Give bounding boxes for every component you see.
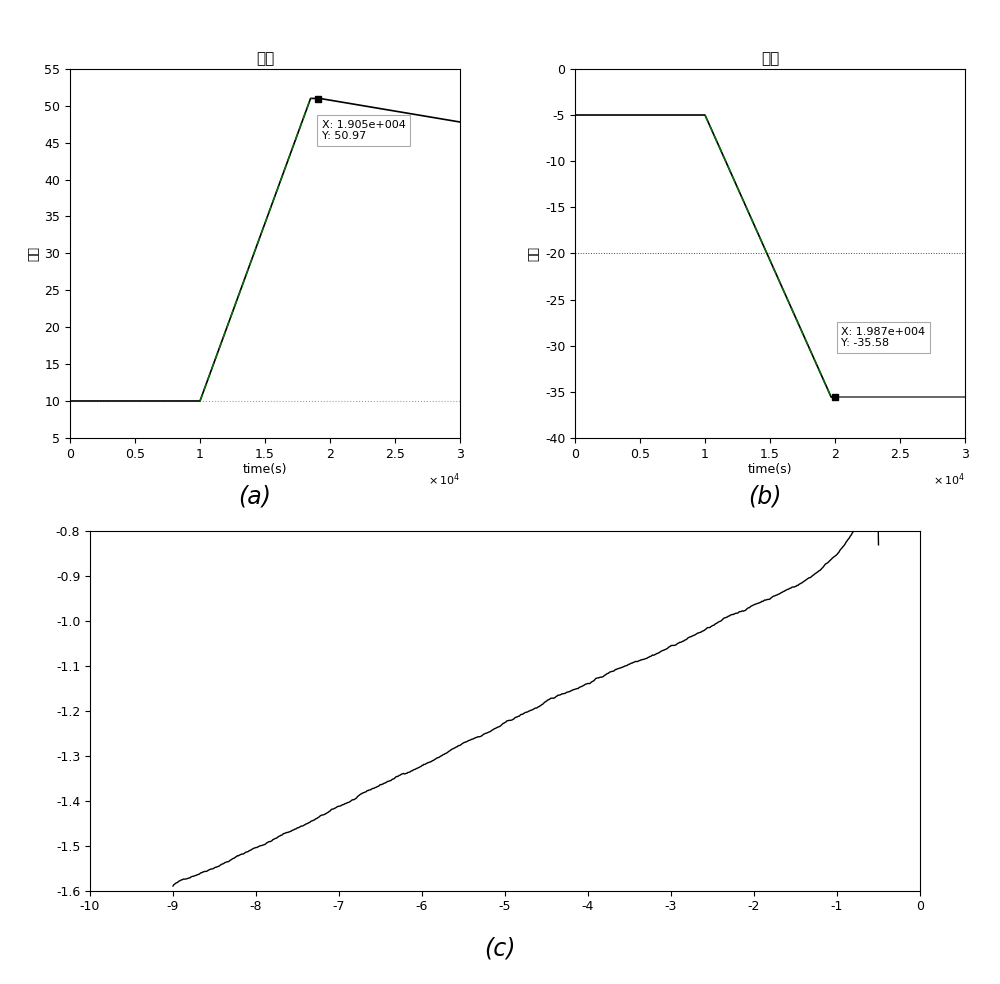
Text: (c): (c) bbox=[484, 937, 516, 960]
Text: (b): (b) bbox=[748, 484, 782, 508]
Title: 方位: 方位 bbox=[256, 51, 274, 66]
X-axis label: time(s): time(s) bbox=[243, 463, 287, 476]
Title: 俧仰: 俧仰 bbox=[761, 51, 779, 66]
Text: (a): (a) bbox=[239, 484, 272, 508]
X-axis label: time(s): time(s) bbox=[748, 463, 792, 476]
Text: $\times\,10^{4}$: $\times\,10^{4}$ bbox=[933, 471, 965, 488]
Text: X: 1.905e+004
Y: 50.97: X: 1.905e+004 Y: 50.97 bbox=[322, 120, 405, 142]
Y-axis label: 电压: 电压 bbox=[27, 246, 40, 261]
Y-axis label: 电压: 电压 bbox=[528, 246, 541, 261]
Text: $\times\,10^{4}$: $\times\,10^{4}$ bbox=[428, 471, 460, 488]
Text: X: 1.987e+004
Y: -35.58: X: 1.987e+004 Y: -35.58 bbox=[841, 327, 925, 348]
